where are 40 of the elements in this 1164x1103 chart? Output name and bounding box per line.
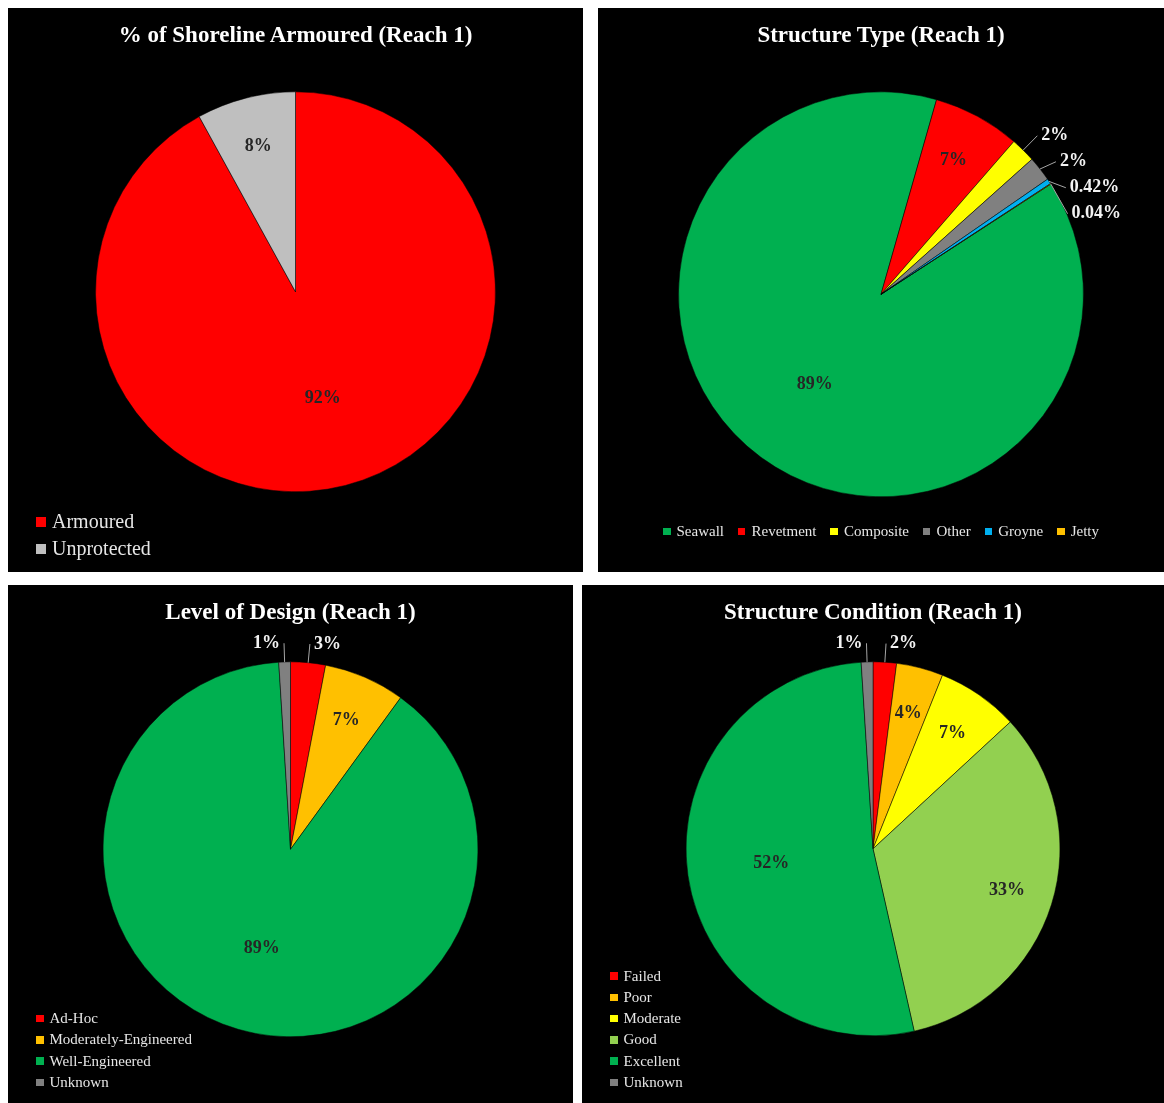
data-label: 2% — [1041, 124, 1069, 145]
data-label: 7% — [332, 708, 360, 729]
data-label: 89% — [796, 372, 833, 393]
data-label: 2% — [890, 632, 918, 653]
data-label: 2% — [1059, 150, 1087, 171]
legend-label: Other — [936, 522, 971, 540]
legend-label: Revetment — [751, 522, 817, 540]
data-label: 7% — [939, 721, 967, 742]
data-label: 3% — [313, 632, 341, 653]
legend-label: Unknown — [623, 1073, 683, 1091]
legend-label: Moderately-Engineered — [49, 1031, 192, 1049]
chart-title: Structure Type (Reach 1) — [757, 21, 1005, 47]
legend-label: Moderate — [623, 1010, 681, 1028]
data-label: 52% — [753, 852, 790, 873]
legend-label: Unknown — [49, 1073, 109, 1091]
data-label: 1% — [835, 631, 863, 652]
legend-label: Armoured — [52, 510, 135, 533]
legend-label: Ad-Hoc — [49, 1010, 98, 1028]
chart-title: Level of Design (Reach 1) — [165, 598, 416, 624]
legend-label: Well-Engineered — [49, 1052, 151, 1070]
legend-label: Jetty — [1070, 522, 1099, 540]
data-label: 1% — [253, 631, 281, 652]
legend-label: Composite — [843, 522, 909, 540]
data-label: 0.42% — [1069, 176, 1120, 197]
chart-title: % of Shoreline Armoured (Reach 1) — [118, 21, 473, 47]
data-label: 4% — [894, 701, 922, 722]
legend-label: Excellent — [623, 1052, 681, 1070]
data-label: 7% — [939, 149, 967, 170]
data-label: 33% — [988, 879, 1025, 900]
legend-label: Failed — [623, 967, 661, 985]
data-label: 8% — [244, 135, 272, 156]
legend-label: Good — [623, 1031, 657, 1049]
legend-label: Poor — [623, 988, 652, 1006]
legend-label: Groyne — [998, 522, 1044, 540]
data-label: 89% — [243, 936, 280, 957]
legend-label: Unprotected — [52, 537, 151, 560]
chart-title: Structure Condition (Reach 1) — [724, 598, 1022, 624]
data-label: 0.04% — [1071, 202, 1122, 223]
legend-label: Seawall — [676, 522, 724, 540]
data-label: 92% — [304, 386, 341, 407]
